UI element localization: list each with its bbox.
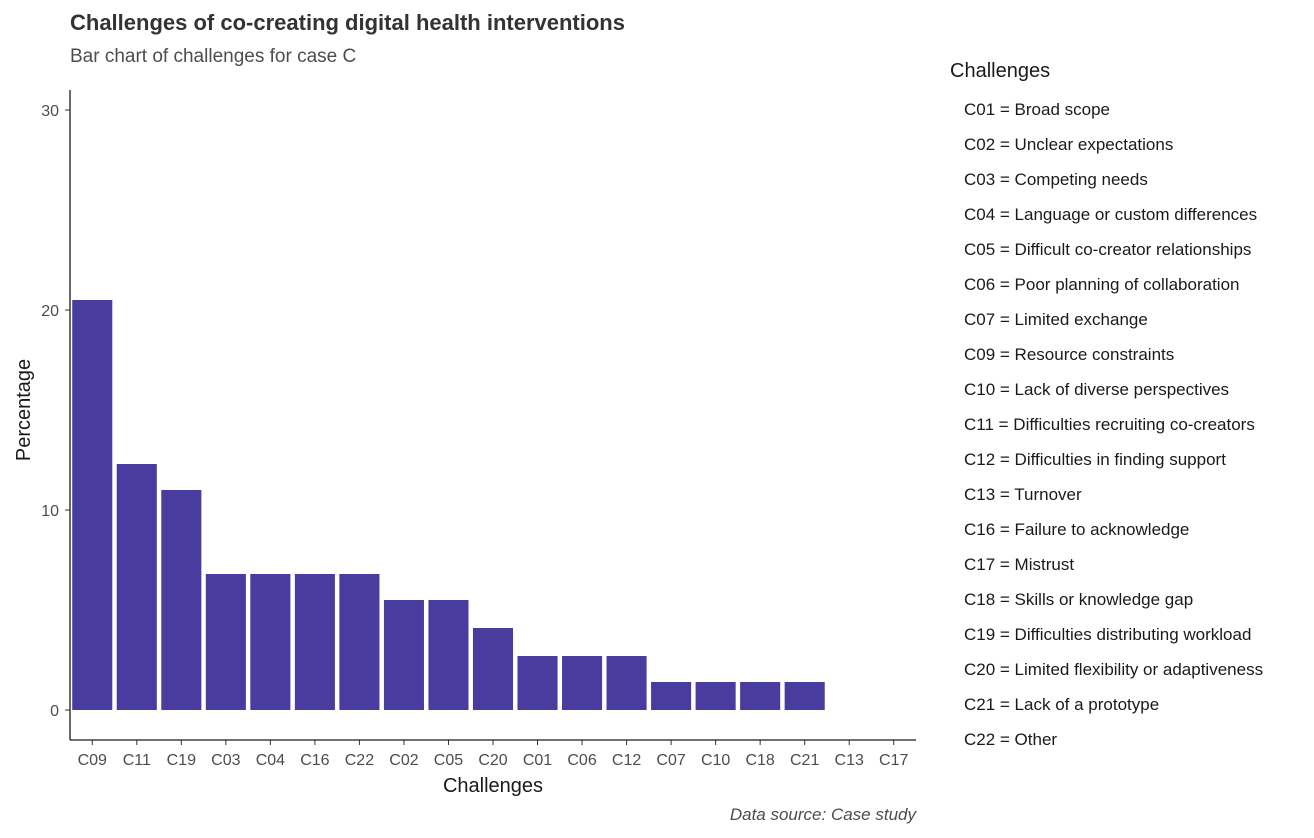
x-tick-label: C18 [745, 752, 774, 769]
legend-entry: C02 = Unclear expectations [964, 135, 1174, 154]
legend-entry: C13 = Turnover [964, 485, 1082, 504]
x-tick-label: C02 [389, 752, 418, 769]
y-tick-label: 30 [41, 103, 59, 120]
legend-entry: C06 = Poor planning of collaboration [964, 275, 1240, 294]
legend-entry: C21 = Lack of a prototype [964, 695, 1160, 714]
legend: Challenges C01 = Broad scope C02 = Unclea… [950, 60, 1263, 757]
bar-c06 [562, 656, 603, 710]
x-tick-label: C13 [835, 752, 864, 769]
bar-c10 [695, 682, 736, 710]
legend-entry: C16 = Failure to acknowledge [964, 520, 1190, 539]
chart-title: Challenges of co-creating digital health… [70, 10, 625, 35]
x-tick-label: C10 [701, 752, 730, 769]
data-source-caption: Data source: Case study [729, 805, 916, 824]
y-tick-label: 10 [41, 503, 59, 520]
x-axis-title: Challenges [443, 775, 543, 797]
legend-entry: C17 = Mistrust [964, 555, 1075, 574]
x-tick-label: C12 [612, 752, 641, 769]
x-tick-label: C06 [567, 752, 596, 769]
bar-c18 [740, 682, 781, 710]
legend-entry: C03 = Competing needs [964, 170, 1148, 189]
x-tick-label: C21 [790, 752, 819, 769]
x-tick-label: C09 [78, 752, 107, 769]
y-tick-label: 20 [41, 303, 59, 320]
bar-c07 [651, 682, 692, 710]
x-tick-label: C01 [523, 752, 552, 769]
x-tick-label: C04 [256, 752, 285, 769]
x-tick-label: C07 [656, 752, 685, 769]
legend-entry: C22 = Other [964, 730, 1058, 749]
x-tick-label: C22 [345, 752, 374, 769]
x-tick-label: C19 [167, 752, 196, 769]
legend-entry: C11 = Difficulties recruiting co-creator… [964, 415, 1255, 434]
y-axis-title: Percentage [13, 359, 35, 461]
legend-entry: C20 = Limited flexibility or adaptivenes… [964, 660, 1264, 679]
y-axis-ticks: 0 10 20 30 [41, 103, 70, 720]
bar-c03 [205, 574, 246, 710]
x-tick-label: C16 [300, 752, 329, 769]
bar-c01 [517, 656, 558, 710]
legend-list: C01 = Broad scope C02 = Unclear expectati… [950, 92, 1263, 757]
bar-c11 [116, 464, 157, 710]
legend-title: Challenges [950, 60, 1051, 82]
bar-c22 [339, 574, 380, 710]
legend-entry: C10 = Lack of diverse perspectives [964, 380, 1230, 399]
x-tick-label: C11 [123, 752, 151, 769]
legend-entry: C09 = Resource constraints [964, 345, 1175, 364]
bar-c20 [472, 628, 514, 710]
y-tick-label: 0 [50, 703, 59, 720]
chart-subtitle: Bar chart of challenges for case C [70, 46, 357, 67]
legend-entry: C18 = Skills or knowledge gap [964, 590, 1194, 609]
x-axis-ticks: C09 C11 C19 C03 C04 C16 C22 C02 C05 C20 C01 C06 C12 C… [78, 740, 909, 769]
legend-entry: C04 = Language or custom differences [964, 205, 1258, 224]
x-tick-label: C05 [434, 752, 463, 769]
x-tick-label: C17 [879, 752, 908, 769]
bar-group [72, 300, 825, 710]
bar-c09 [72, 300, 113, 710]
legend-entry: C07 = Limited exchange [964, 310, 1148, 329]
x-tick-label: C03 [211, 752, 240, 769]
x-tick-label: C20 [478, 752, 507, 769]
bar-c19 [161, 490, 202, 710]
legend-entry: C12 = Difficulties in finding support [964, 450, 1226, 469]
bar-c05 [428, 600, 469, 710]
bar-c04 [250, 574, 291, 710]
legend-entry: C19 = Difficulties distributing workload [964, 625, 1252, 644]
bar-c16 [294, 574, 335, 710]
bar-c21 [784, 682, 825, 710]
legend-entry: C05 = Difficult co-creator relationships [964, 240, 1252, 259]
bar-c12 [606, 656, 647, 710]
bar-c02 [383, 600, 424, 710]
legend-entry: C01 = Broad scope [964, 100, 1111, 119]
